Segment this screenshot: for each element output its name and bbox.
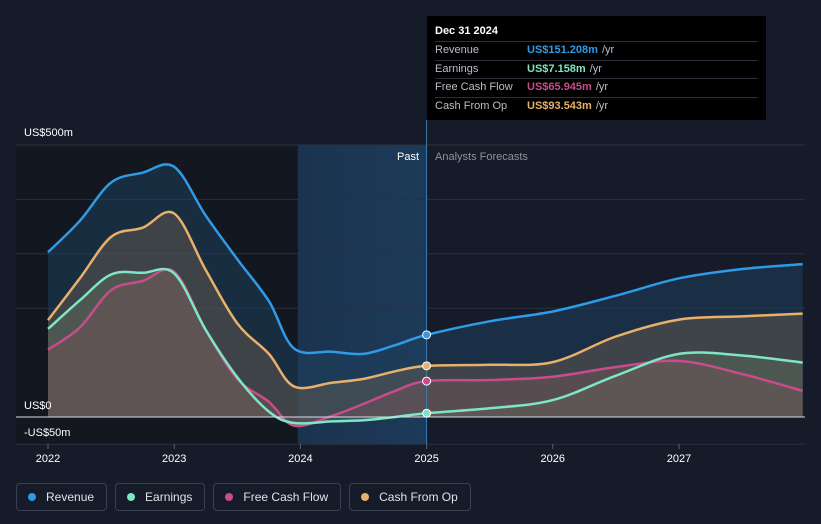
tooltip-value: US$93.543m <box>527 99 592 112</box>
tooltip-unit: /yr <box>595 99 609 112</box>
x-tick-label: 2027 <box>667 453 691 465</box>
legend-dot-icon <box>225 493 234 501</box>
tooltip-unit: /yr <box>595 81 609 93</box>
cfo-area <box>48 211 803 417</box>
tooltip-row-revenue: Revenue US$151.208m /yr <box>435 41 758 60</box>
tooltip-row-fcf: Free Cash Flow US$65.945m /yr <box>435 78 758 97</box>
x-tick-label: 2022 <box>36 453 60 465</box>
x-tick-label: 2026 <box>541 453 565 465</box>
tooltip-label: Free Cash Flow <box>435 81 513 93</box>
tooltip-date: Dec 31 2024 <box>435 25 498 37</box>
x-tick-label: 2023 <box>162 453 186 465</box>
x-axis-ticks: 2022 2023 2024 2025 2026 2027 <box>36 444 691 465</box>
cfo-line <box>47 210 803 390</box>
legend-item-cash-from-op[interactable]: Cash From Op <box>349 483 471 511</box>
revenue-marker[interactable] <box>422 330 432 340</box>
tooltip-label: Cash From Op <box>435 99 508 112</box>
legend-dot-icon <box>361 493 370 501</box>
x-tick-label: 2025 <box>414 453 438 465</box>
legend-dot-icon <box>28 493 36 501</box>
earnings-marker[interactable] <box>422 408 432 418</box>
earnings-line <box>47 267 803 425</box>
fcf-area <box>48 269 803 427</box>
legend-item-revenue[interactable]: Revenue <box>16 483 108 511</box>
fcf-line <box>47 268 804 428</box>
series-areas <box>48 164 803 427</box>
series-markers <box>422 330 432 418</box>
y-label-top: US$500m <box>24 127 73 139</box>
cfo-marker[interactable] <box>422 361 432 371</box>
tooltip: Dec 31 2024 Revenue US$151.208m /yr Earn… <box>427 16 766 120</box>
past-label: Past <box>397 151 419 163</box>
revenue-area <box>48 164 803 417</box>
legend-dot-icon <box>127 493 136 501</box>
series-lines <box>47 163 804 428</box>
tooltip-unit: /yr <box>601 44 615 56</box>
forecast-label: Analysts Forecasts <box>435 151 528 163</box>
legend-label: Free Cash Flow <box>243 490 329 504</box>
revenue-line <box>47 163 803 356</box>
tooltip-row-earnings: Earnings US$7.158m /yr <box>435 59 758 79</box>
tooltip-value: US$151.208m <box>527 44 598 56</box>
fcf-marker[interactable] <box>422 376 432 386</box>
legend-label: Cash From Op <box>379 490 458 504</box>
legend-item-earnings[interactable]: Earnings <box>115 483 206 511</box>
tooltip-row-cfo: Cash From Op US$93.543m /yr <box>435 96 758 116</box>
tooltip-value: US$65.945m <box>527 81 592 93</box>
tooltip-label: Earnings <box>435 62 479 75</box>
tooltip-unit: /yr <box>589 62 602 75</box>
tooltip-value: US$7.158m <box>527 62 586 75</box>
legend-item-free-cash-flow[interactable]: Free Cash Flow <box>213 483 342 511</box>
y-label-bottom: -US$50m <box>24 427 70 439</box>
legend: Revenue Earnings Free Cash Flow Cash Fro… <box>16 483 471 511</box>
legend-label: Revenue <box>46 490 95 504</box>
legend-label: Earnings <box>145 490 193 504</box>
tooltip-label: Revenue <box>435 44 480 56</box>
x-tick-label: 2024 <box>288 453 312 465</box>
y-label-zero: US$0 <box>24 400 52 412</box>
